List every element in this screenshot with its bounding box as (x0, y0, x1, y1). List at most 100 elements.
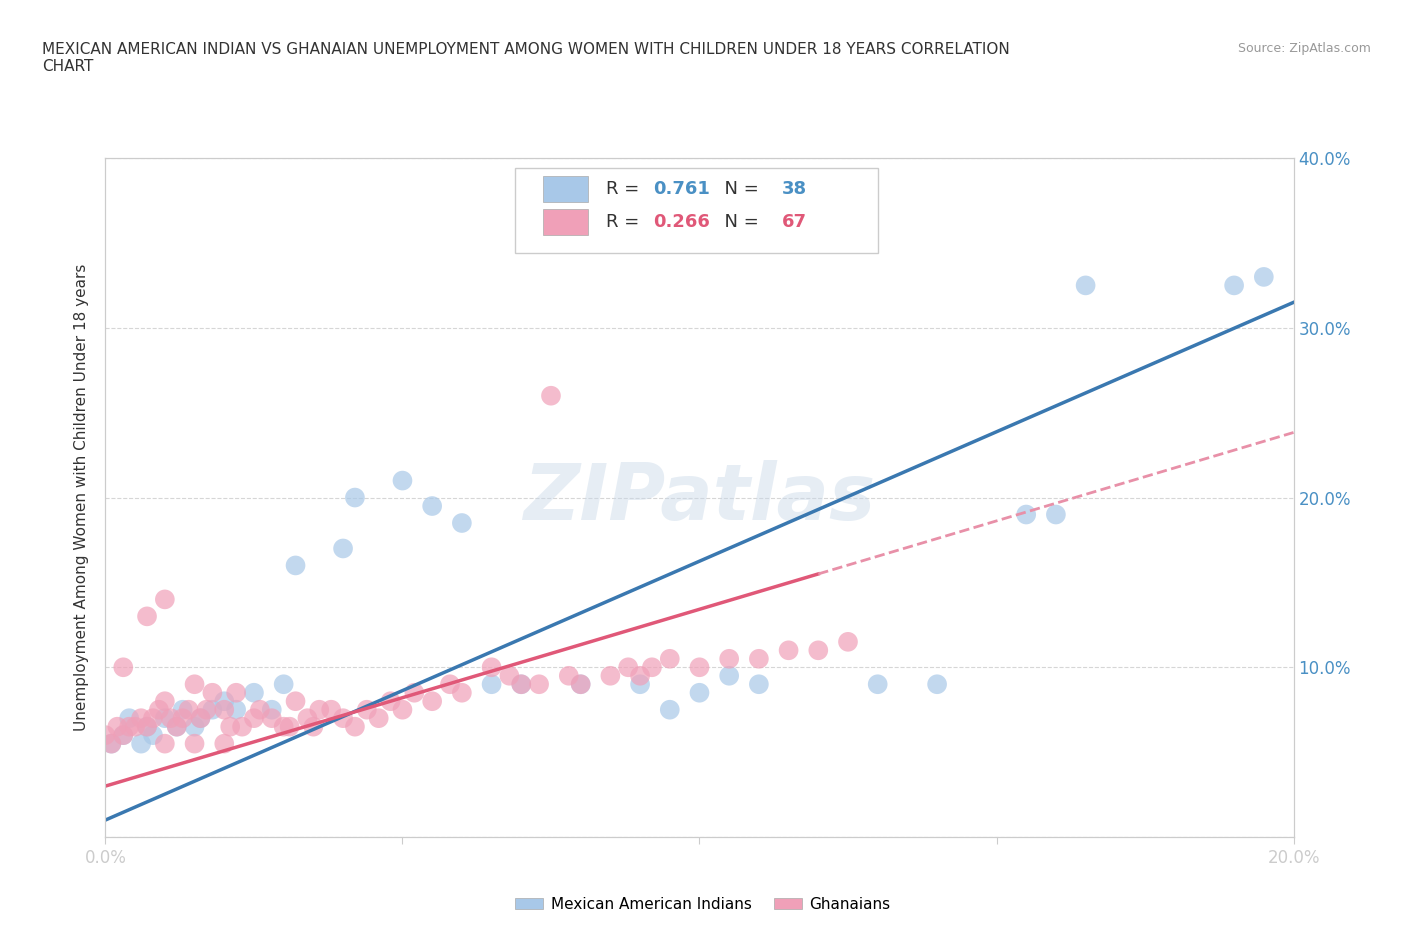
Point (225, 685, 247, 700)
Point (105, 719, 128, 734)
Point (129, 711, 152, 725)
Point (540, 389, 562, 404)
Point (183, 677, 205, 692)
Y-axis label: Unemployment Among Women with Children Under 18 years: Unemployment Among Women with Children U… (75, 264, 90, 731)
Point (380, 694, 402, 709)
Point (420, 498, 443, 513)
Point (273, 719, 295, 734)
Point (1045, 507, 1067, 522)
Point (1223, 278, 1246, 293)
Point (183, 719, 205, 734)
Point (136, 719, 159, 734)
Point (153, 694, 176, 709)
Point (450, 685, 472, 700)
Text: MEXICAN AMERICAN INDIAN VS GHANAIAN UNEMPLOYMENT AMONG WOMEN WITH CHILDREN UNDER: MEXICAN AMERICAN INDIAN VS GHANAIAN UNEM… (42, 42, 1010, 74)
Point (112, 660, 135, 675)
Point (391, 473, 413, 488)
Point (569, 677, 592, 692)
Point (129, 737, 152, 751)
FancyBboxPatch shape (516, 168, 877, 253)
Point (273, 677, 295, 692)
Point (190, 711, 212, 725)
Point (284, 694, 307, 709)
Point (100, 737, 122, 751)
Point (420, 694, 443, 709)
Point (112, 727, 135, 742)
Point (658, 651, 681, 666)
Point (527, 677, 550, 692)
Point (142, 711, 165, 725)
Point (658, 702, 681, 717)
Point (201, 685, 224, 700)
Point (1253, 270, 1275, 285)
Point (748, 651, 770, 666)
Point (807, 643, 830, 658)
Point (195, 702, 218, 717)
Point (231, 719, 253, 734)
Point (148, 702, 170, 717)
Point (718, 651, 741, 666)
Point (124, 719, 146, 734)
Point (219, 719, 242, 734)
Point (927, 677, 949, 692)
Point (183, 737, 205, 751)
Point (225, 702, 247, 717)
Point (177, 702, 200, 717)
Point (332, 541, 354, 556)
Point (153, 737, 176, 751)
Point (1074, 278, 1097, 293)
Point (118, 711, 141, 725)
Point (343, 490, 366, 505)
Point (172, 702, 194, 717)
Point (308, 702, 330, 717)
Text: ZIPatlas: ZIPatlas (523, 459, 876, 536)
Text: R =: R = (606, 213, 644, 231)
Point (617, 660, 640, 675)
Point (297, 711, 319, 725)
Point (558, 669, 581, 684)
Point (1015, 507, 1038, 522)
Point (153, 592, 176, 607)
Point (599, 669, 621, 684)
Point (439, 677, 461, 692)
Point (201, 702, 224, 717)
Text: 67: 67 (782, 213, 807, 231)
Point (343, 719, 366, 734)
Point (510, 677, 533, 692)
Point (302, 719, 325, 734)
Point (190, 711, 212, 725)
Point (94, 727, 117, 742)
Point (866, 677, 889, 692)
Point (153, 711, 176, 725)
FancyBboxPatch shape (543, 209, 588, 234)
Point (118, 719, 141, 734)
Point (628, 669, 651, 684)
Text: R =: R = (606, 180, 644, 198)
Point (481, 677, 503, 692)
Point (481, 660, 503, 675)
Point (136, 609, 159, 624)
Point (166, 719, 188, 734)
Point (332, 711, 354, 725)
Point (367, 711, 389, 725)
Point (404, 685, 426, 700)
Text: 38: 38 (782, 180, 807, 198)
Text: N =: N = (713, 213, 763, 231)
Point (166, 719, 188, 734)
Text: 0.266: 0.266 (654, 213, 710, 231)
Point (172, 711, 194, 725)
Point (837, 634, 859, 649)
Point (278, 719, 301, 734)
Point (510, 677, 533, 692)
Point (243, 711, 266, 725)
Point (214, 694, 236, 709)
Point (284, 558, 307, 573)
Point (260, 711, 283, 725)
Point (628, 677, 651, 692)
Point (356, 702, 378, 717)
Point (641, 660, 664, 675)
Point (569, 677, 592, 692)
Point (689, 685, 711, 700)
Point (321, 702, 343, 717)
Point (136, 719, 159, 734)
